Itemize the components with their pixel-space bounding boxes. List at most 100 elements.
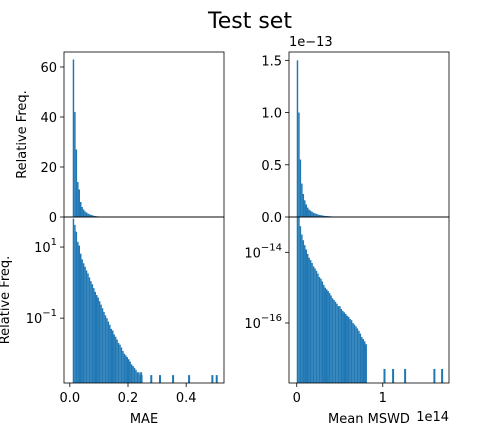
subplot-bottom-left: 101 10−1 0.0 0.2 0.4 Relative Freq. MAE [0,216,225,427]
histogram-bar [90,281,92,383]
histogram-bar [358,330,360,383]
histogram-bar [308,209,310,217]
y-tick-label: 0.5 [261,159,282,174]
histogram-bar [327,216,329,217]
histogram-bar [78,189,80,217]
axes-frame [63,216,225,384]
histogram-bar [304,200,306,217]
histogram-bar [91,215,94,217]
histogram-bar [85,212,88,217]
histogram-bar [317,273,319,383]
histogram-bar [110,328,112,383]
histogram-bar [114,336,117,383]
histogram-bar [343,312,345,383]
figure-title: Test set [207,9,292,34]
histogram-bar [296,60,299,217]
histogram-bar [365,344,367,383]
histogram-bar [122,350,124,383]
histogram-bar [94,216,96,217]
histogram-bar [306,207,309,217]
histogram-bar [140,372,143,383]
histogram-bar [311,262,313,383]
histogram-bar [106,318,108,383]
histogram-bar [356,328,359,383]
histogram-bar [136,372,139,383]
histogram-bar [302,194,305,217]
histogram-bar [301,234,303,383]
subplot-top-left: 0 20 40 60 Relative Freq. [15,51,225,226]
histogram-bar [74,112,76,217]
y-axis-label: Relative Freq. [15,90,30,179]
histogram-bar [84,266,86,383]
histogram-bar [317,214,319,217]
histogram-bar [211,375,214,383]
histogram-bar [353,324,356,383]
histogram-bar [355,326,357,383]
histogram-bar [85,270,88,383]
histogram-bar [90,214,92,217]
histogram-bar [87,273,89,383]
histogram-bar [324,215,326,217]
histogram-bar [75,149,78,217]
histogram-bar [94,291,96,383]
histogram-bar [126,357,128,383]
histogram-bar [330,295,332,383]
histogram-bar [337,306,340,383]
histogram-bar [81,207,83,217]
histogram-bar [309,260,312,383]
histogram-bar [311,211,313,217]
histogram-bar [80,253,82,383]
histogram-bar [314,213,316,217]
histogram-bar [84,211,86,217]
histogram-bar [362,339,365,383]
histogram-bar [80,202,82,217]
histogram-bar [78,245,80,383]
histogram-bar [88,277,91,383]
histogram-bar [133,367,136,383]
histogram-bar [305,204,307,217]
y-tick-label: 1.5 [261,54,282,69]
histogram-bar [130,364,133,383]
histogram-bar [109,324,111,383]
histogram-bars [296,217,444,383]
histogram-bar [315,270,318,383]
histogram-bar [107,321,110,383]
histogram-bar [119,344,121,383]
histogram-bar [159,375,161,383]
histogram-bar [325,215,328,217]
histogram-bar [339,306,341,383]
histogram-bar [93,215,95,217]
histogram-bar [347,316,350,383]
histogram-bar [304,245,306,383]
histogram-bar [306,253,309,383]
histogram-bar [88,214,91,217]
y-axis-label: Relative Freq. [0,256,13,345]
histogram-bar [113,334,115,383]
histogram-bar [97,297,99,383]
histogram-bars [72,59,101,217]
histogram-bar [101,308,104,383]
histogram-bar [364,341,366,383]
x-tick-label: 0.2 [118,391,139,406]
histogram-bar [331,298,334,383]
histogram-bar [77,182,79,217]
x-tick-label: 0.0 [59,391,80,406]
axes-frame [288,51,450,218]
y-tick-label: 0 [49,211,57,226]
y-tick-label: 10−16 [244,313,282,332]
histogram-bars [296,60,341,217]
histogram-bar [96,294,98,383]
histogram-bar [87,213,89,217]
histogram-bar [299,159,302,217]
histogram-bar [298,217,300,383]
histogram-bar [117,343,120,383]
histogram-bars [72,218,218,383]
histogram-bar [75,231,78,383]
histogram-bar [350,320,353,383]
histogram-bar [352,322,354,383]
y-tick-label: 20 [40,161,57,176]
histogram-bar [327,291,329,383]
y-tick-label: 60 [40,61,57,76]
